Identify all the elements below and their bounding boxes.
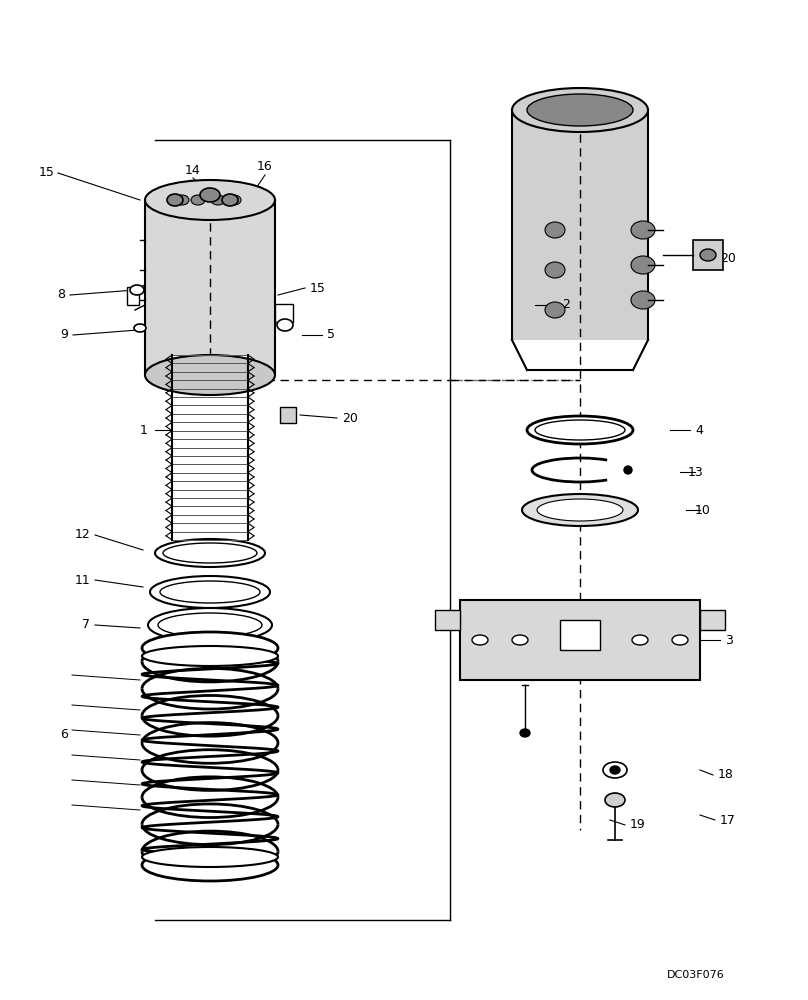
Bar [172, 355, 248, 540]
Ellipse shape [631, 221, 655, 239]
Ellipse shape [512, 88, 648, 132]
Ellipse shape [537, 499, 623, 521]
Text: 7: 7 [82, 618, 90, 632]
Text: 5: 5 [327, 328, 335, 342]
Ellipse shape [175, 195, 189, 205]
Text: 12: 12 [74, 528, 90, 542]
Text: 1: 1 [140, 424, 148, 436]
Bar [693, 240, 723, 270]
Bar [275, 304, 293, 322]
Bar [460, 600, 700, 680]
Bar [700, 610, 725, 630]
Ellipse shape [130, 285, 144, 295]
Text: 14: 14 [185, 163, 201, 176]
Ellipse shape [545, 302, 565, 318]
Ellipse shape [191, 195, 205, 205]
Ellipse shape [631, 256, 655, 274]
Ellipse shape [527, 94, 633, 126]
Ellipse shape [150, 576, 270, 608]
Text: 8: 8 [57, 288, 65, 302]
Text: 13: 13 [688, 466, 704, 479]
Ellipse shape [632, 635, 648, 645]
Bar [145, 200, 275, 375]
Ellipse shape [605, 793, 625, 807]
Text: 3: 3 [725, 634, 733, 647]
Ellipse shape [624, 466, 632, 474]
Ellipse shape [200, 188, 220, 202]
Ellipse shape [227, 195, 241, 205]
Text: DC03F076: DC03F076 [667, 970, 725, 980]
Ellipse shape [522, 494, 638, 526]
Ellipse shape [142, 849, 278, 881]
Text: 20: 20 [342, 412, 358, 424]
Ellipse shape [142, 646, 278, 666]
Ellipse shape [160, 581, 260, 603]
Text: 17: 17 [720, 814, 736, 826]
Ellipse shape [158, 613, 262, 637]
Ellipse shape [672, 635, 688, 645]
Bar [280, 407, 296, 423]
Ellipse shape [520, 729, 530, 737]
Text: 4: 4 [695, 424, 703, 436]
Text: 15: 15 [39, 166, 55, 180]
Ellipse shape [145, 355, 275, 395]
Ellipse shape [211, 195, 225, 205]
Ellipse shape [134, 324, 146, 332]
Ellipse shape [163, 543, 257, 563]
Bar [560, 620, 600, 650]
Ellipse shape [572, 635, 588, 645]
Text: 15: 15 [310, 282, 326, 294]
Bar [127, 287, 139, 305]
Ellipse shape [142, 632, 278, 664]
Ellipse shape [545, 222, 565, 238]
Bar [435, 610, 460, 630]
Ellipse shape [142, 847, 278, 867]
Ellipse shape [277, 319, 293, 331]
Ellipse shape [155, 539, 265, 567]
Ellipse shape [472, 635, 488, 645]
Ellipse shape [700, 249, 716, 261]
Text: 20: 20 [720, 251, 736, 264]
Text: 2: 2 [562, 298, 570, 312]
Text: 11: 11 [74, 574, 90, 586]
Ellipse shape [545, 262, 565, 278]
Ellipse shape [610, 766, 620, 774]
Text: 18: 18 [718, 768, 734, 782]
Ellipse shape [148, 608, 272, 642]
Text: 10: 10 [695, 504, 711, 516]
Text: 9: 9 [60, 328, 68, 342]
Ellipse shape [145, 180, 275, 220]
Ellipse shape [631, 291, 655, 309]
Ellipse shape [222, 194, 238, 206]
Bar [512, 110, 648, 340]
Ellipse shape [512, 635, 528, 645]
Ellipse shape [527, 416, 633, 444]
Ellipse shape [603, 762, 627, 778]
Ellipse shape [167, 194, 183, 206]
Text: 16: 16 [257, 160, 273, 174]
Ellipse shape [535, 420, 625, 440]
Text: 6: 6 [60, 728, 68, 742]
Text: 19: 19 [630, 818, 646, 832]
